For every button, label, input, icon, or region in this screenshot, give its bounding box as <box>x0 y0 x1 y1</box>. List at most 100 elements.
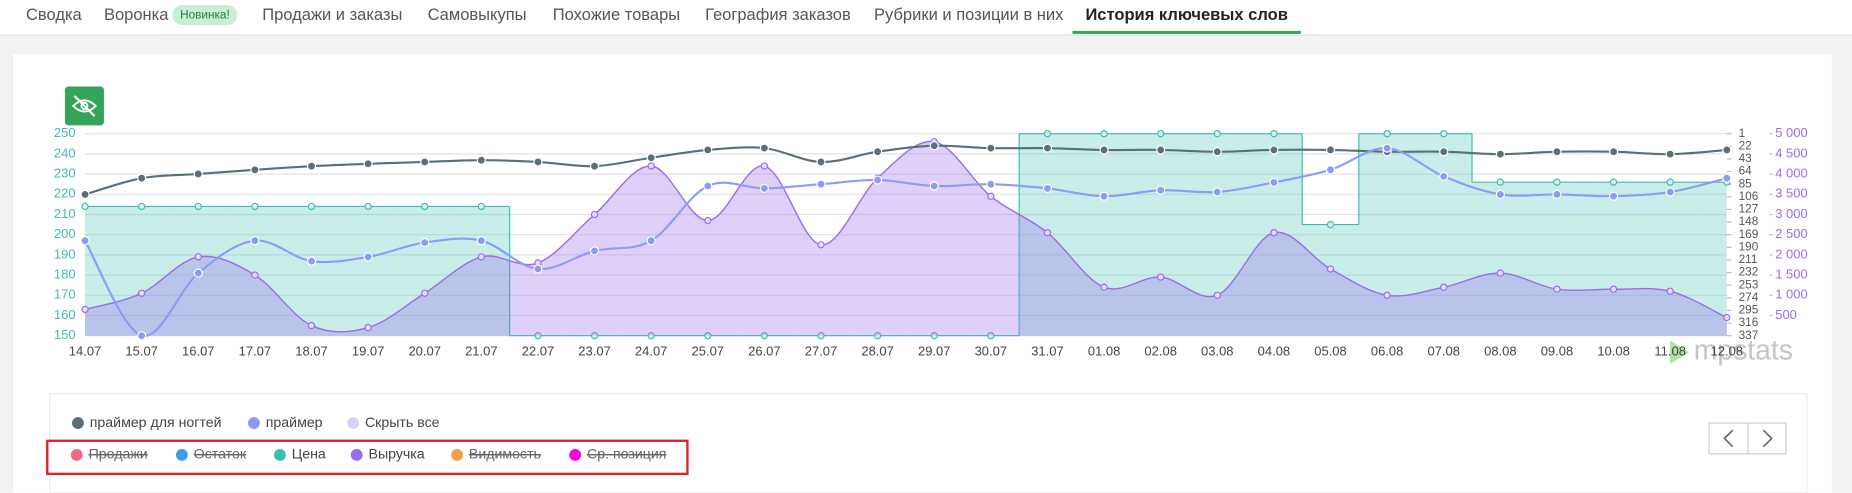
x-tick-label: 18.07 <box>295 344 328 359</box>
y3-tick-label: 3 500 <box>1775 186 1808 201</box>
y3-tick-label: 2 500 <box>1775 226 1808 241</box>
nav-prev-box[interactable] <box>1708 422 1749 455</box>
x-tick-label: 27.07 <box>805 344 838 359</box>
keyword-point <box>80 189 90 200</box>
metric-label[interactable]: Ср. позиция <box>587 447 666 463</box>
revenue-point <box>1383 291 1391 299</box>
tab-active-underline <box>1072 30 1301 34</box>
hide-all[interactable]: Скрыть все <box>365 415 440 431</box>
price-area <box>1188 133 1246 336</box>
keyword-point <box>929 181 939 191</box>
price-point <box>477 202 485 211</box>
y2-tick-label: 211 <box>1739 252 1758 266</box>
y-tick-label: 160 <box>54 307 76 322</box>
legend-dot <box>248 417 260 429</box>
nav-prev[interactable] <box>1708 422 1749 455</box>
price-point <box>81 202 89 211</box>
x-tick-label: 07.08 <box>1427 344 1460 359</box>
price-point <box>1157 130 1165 138</box>
revenue-point <box>1100 283 1108 291</box>
keyword-point <box>646 153 656 163</box>
keyword-point <box>1099 191 1109 201</box>
y2-tick-label: 127 <box>1739 202 1759 216</box>
metric-dot <box>274 449 286 461</box>
keyword-point <box>589 246 600 256</box>
tab[interactable]: Воронка <box>104 5 169 24</box>
price-point <box>137 202 146 211</box>
watermark-logo <box>1670 340 1690 365</box>
revenue-point <box>251 271 259 279</box>
y2-tick-label: 232 <box>1739 265 1759 279</box>
price-area <box>453 206 510 336</box>
x-tick-label: 30.07 <box>975 344 1007 359</box>
y2-tick-label: 316 <box>1739 315 1759 329</box>
keyword-point <box>533 264 543 274</box>
keyword-point <box>646 236 656 246</box>
tab[interactable]: Похожие товары <box>553 5 680 24</box>
nav-next-box[interactable] <box>1747 422 1787 455</box>
metric-label[interactable]: Остаток <box>194 447 247 463</box>
y3-tick-label: 1 000 <box>1775 287 1808 302</box>
x-tick-label: 15.07 <box>125 344 158 359</box>
price-point <box>1440 130 1448 138</box>
legend-label[interactable]: праймер для ногтей <box>90 415 222 431</box>
eye-pupil <box>80 101 89 110</box>
x-tick-label: 11.08 <box>1654 344 1686 359</box>
price-point <box>704 332 712 340</box>
keyword-point <box>873 147 883 157</box>
metric-label[interactable]: Цена <box>292 447 326 463</box>
metric-dot <box>451 449 463 461</box>
eye-slash <box>73 95 96 117</box>
price-point <box>987 332 995 340</box>
legend-card <box>49 392 1808 493</box>
nav-next[interactable] <box>1747 422 1787 455</box>
x-tick-label: 10.08 <box>1597 344 1630 359</box>
revenue-point <box>137 289 146 297</box>
keyword-point <box>1552 147 1562 157</box>
watermark: mpstats <box>1694 335 1793 367</box>
metric-label[interactable]: Выручка <box>369 447 425 463</box>
keyword-point <box>1099 145 1109 155</box>
keyword-point <box>1665 149 1675 159</box>
keyword-point <box>1495 149 1505 159</box>
tab[interactable]: Рубрики и позиции в них <box>874 5 1064 24</box>
hide-button[interactable] <box>64 86 104 126</box>
x-tick-label: 25.07 <box>692 344 724 359</box>
revenue-point <box>1043 229 1052 237</box>
metric-label[interactable]: Видимость <box>469 447 541 463</box>
revenue-point <box>1609 285 1618 293</box>
y3-tick-label: 3 000 <box>1775 206 1808 221</box>
keyword-point <box>193 268 203 278</box>
y2-tick-label: 190 <box>1739 239 1759 253</box>
keyword-point <box>1382 143 1392 153</box>
keyword-line <box>84 144 1727 196</box>
x-tick-label: 21.07 <box>465 344 498 359</box>
tab[interactable]: Продажи и заказы <box>262 5 402 24</box>
x-tick-label: 04.08 <box>1258 344 1291 359</box>
metric-dot <box>70 449 83 461</box>
tab[interactable]: Самовыкупы <box>428 5 527 24</box>
keyword-point <box>929 141 939 151</box>
y3-tick-label: 2 000 <box>1775 246 1808 261</box>
x-tick-label: 19.07 <box>352 344 385 359</box>
price-point <box>534 332 542 340</box>
y2-tick-label: 106 <box>1739 189 1759 203</box>
legend-label[interactable]: праймер <box>266 415 323 431</box>
keyword-point <box>1495 189 1505 200</box>
metric-label[interactable]: Продажи <box>89 447 148 463</box>
price-point <box>1609 178 1618 186</box>
y-tick-label: 150 <box>54 327 76 342</box>
tab[interactable]: История ключевых слов <box>1085 5 1287 24</box>
tab[interactable]: География заказов <box>705 5 851 24</box>
keyword-point <box>1269 177 1279 187</box>
price-area <box>1641 182 1699 336</box>
y-tick-label: 190 <box>54 246 76 261</box>
keyword-point <box>816 179 826 189</box>
x-tick-label: 14.07 <box>69 344 102 359</box>
y3-tick-label: 4 500 <box>1775 145 1808 160</box>
keyword-point <box>873 175 883 185</box>
tab[interactable]: Сводка <box>26 5 83 24</box>
revenue-point <box>704 216 712 225</box>
keyword-point <box>1156 145 1166 155</box>
